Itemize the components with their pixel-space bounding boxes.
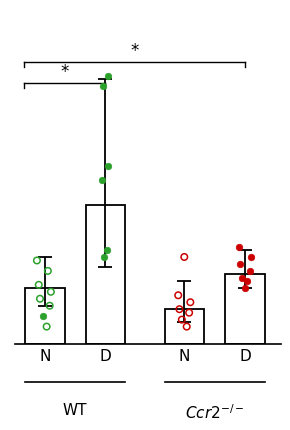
- Point: [106, 163, 111, 170]
- Text: $\it{Ccr2}^{-/-}$: $\it{Ccr2}^{-/-}$: [185, 403, 244, 422]
- Point: [240, 274, 245, 281]
- Point: [176, 292, 181, 299]
- Point: [249, 254, 253, 261]
- Point: [237, 243, 241, 250]
- Point: [46, 267, 50, 274]
- Point: [37, 281, 41, 288]
- Bar: [225, 274, 264, 344]
- Point: [247, 267, 252, 274]
- Point: [238, 261, 242, 267]
- Bar: [165, 309, 204, 344]
- Text: WT: WT: [63, 403, 87, 418]
- Point: [105, 246, 110, 253]
- Text: *: *: [130, 42, 138, 60]
- Point: [106, 73, 110, 80]
- Point: [35, 257, 39, 264]
- Point: [101, 83, 105, 90]
- Point: [177, 306, 182, 313]
- Point: [188, 299, 193, 306]
- Text: *: *: [60, 63, 69, 81]
- Bar: [86, 205, 125, 344]
- Point: [187, 309, 191, 316]
- Point: [41, 313, 45, 319]
- Point: [180, 316, 184, 323]
- Point: [44, 323, 49, 330]
- Point: [243, 285, 247, 292]
- Point: [100, 177, 105, 184]
- Point: [182, 254, 186, 261]
- Point: [101, 254, 106, 261]
- Point: [245, 278, 250, 285]
- Point: [38, 295, 42, 302]
- Point: [184, 323, 189, 330]
- Point: [47, 302, 52, 309]
- Bar: [25, 288, 64, 344]
- Point: [48, 289, 53, 295]
